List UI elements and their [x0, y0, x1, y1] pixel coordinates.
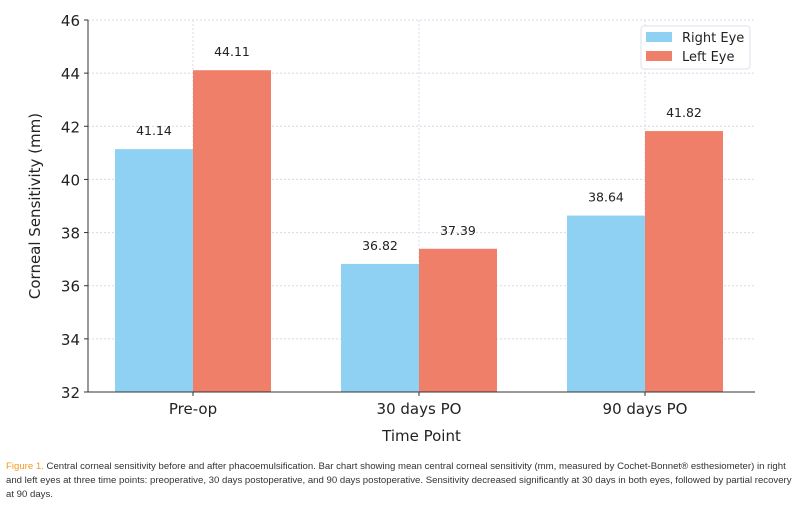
data-label: 41.14 — [136, 123, 172, 138]
y-tick-label: 46 — [61, 12, 80, 30]
bar-left-eye — [193, 70, 271, 392]
y-tick-label: 36 — [61, 278, 80, 296]
data-label: 44.11 — [214, 44, 250, 59]
legend-swatch — [646, 51, 672, 61]
y-tick-label: 44 — [61, 65, 80, 83]
y-axis-label: Corneal Sensitivity (mm) — [26, 113, 44, 299]
y-tick-label: 38 — [61, 225, 80, 243]
y-tick-label: 42 — [61, 118, 80, 136]
legend-label: Left Eye — [682, 50, 735, 65]
bar-left-eye — [419, 248, 497, 392]
data-label: 36.82 — [362, 238, 398, 253]
bar-right-eye — [115, 149, 193, 392]
caption-text: Central corneal sensitivity before and a… — [6, 461, 792, 500]
x-tick-label: 90 days PO — [603, 400, 688, 418]
bar-right-eye — [567, 215, 645, 392]
x-axis-label: Time Point — [381, 427, 461, 445]
legend-label: Right Eye — [682, 31, 744, 46]
y-tick-label: 32 — [61, 384, 80, 402]
figure-label: Figure 1. — [6, 461, 44, 472]
x-tick-label: Pre-op — [169, 400, 217, 418]
legend-swatch — [646, 32, 672, 42]
data-label: 41.82 — [666, 105, 702, 120]
y-tick-label: 40 — [61, 171, 80, 189]
figure-caption: Figure 1. Central corneal sensitivity be… — [6, 460, 792, 502]
data-label: 37.39 — [440, 223, 476, 238]
y-tick-label: 34 — [61, 331, 80, 349]
data-label: 38.64 — [588, 190, 624, 205]
x-tick-label: 30 days PO — [377, 400, 462, 418]
bar-chart: 32 34 36 38 40 42 44 46 41.14 36.82 38.64 44.11 37.3… — [26, 12, 755, 445]
bar-left-eye — [645, 131, 723, 392]
bar-right-eye — [341, 263, 419, 392]
